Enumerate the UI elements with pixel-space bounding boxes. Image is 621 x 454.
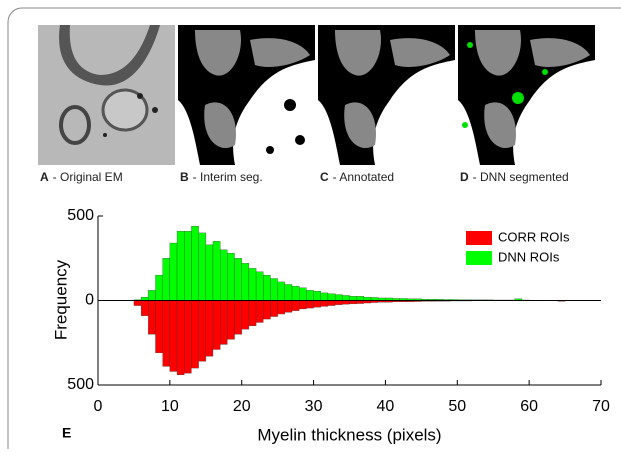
panel-caption-text: - Interim seg. (193, 170, 263, 184)
bar (314, 291, 321, 300)
panel-caption: A - Original EM (40, 170, 123, 184)
bar (141, 301, 148, 316)
bar (163, 301, 170, 367)
bar (242, 263, 249, 300)
bar (342, 295, 349, 300)
bar (342, 301, 349, 305)
bar (177, 301, 184, 375)
bar (278, 282, 285, 301)
image-c (318, 25, 455, 165)
bar (220, 250, 227, 301)
bar (306, 290, 313, 300)
bar (306, 301, 313, 309)
bar (270, 279, 277, 301)
x-tick-label: 50 (448, 398, 466, 415)
bar (249, 301, 256, 326)
panel-caption: C - Annotated (320, 170, 394, 184)
image-a (38, 25, 175, 165)
bar (285, 301, 292, 313)
panel-caption-text: - Annotated (333, 170, 394, 184)
bar (155, 301, 162, 353)
bar (321, 301, 328, 307)
x-tick-label: 70 (592, 398, 610, 415)
legend-label: CORR ROIs (498, 229, 570, 244)
bar (155, 275, 162, 300)
bar (278, 301, 285, 315)
bar (206, 245, 213, 301)
bar (191, 301, 198, 369)
panel-letter: D (460, 170, 469, 184)
y-tick-label: 0 (85, 292, 94, 309)
bar (321, 293, 328, 301)
legend-swatch (466, 251, 492, 265)
panel-letter: A (40, 170, 49, 184)
panel-caption: B - Interim seg. (180, 170, 263, 184)
bar (263, 301, 270, 320)
bar (191, 226, 198, 300)
bar (335, 301, 342, 305)
bar (242, 301, 249, 330)
bar (270, 301, 277, 317)
x-tick-label: 0 (94, 398, 103, 415)
bar (148, 290, 155, 300)
bar (335, 295, 342, 301)
bar (256, 272, 263, 301)
legend-label: DNN ROIs (498, 249, 560, 264)
y-tick-label: 500 (67, 207, 94, 224)
bar (350, 296, 357, 300)
bar (328, 301, 335, 306)
bar (199, 301, 206, 362)
bar (314, 301, 321, 308)
bar (292, 301, 299, 311)
panel-letter: C (320, 170, 329, 184)
bar (220, 301, 227, 345)
image-b (178, 25, 315, 165)
bar (170, 243, 177, 300)
panel-letter: B (180, 170, 189, 184)
x-tick-label: 40 (377, 398, 395, 415)
panel-caption-text: - Original EM (53, 170, 123, 184)
x-tick-label: 20 (233, 398, 251, 415)
bar (177, 231, 184, 300)
bar (227, 253, 234, 300)
bar (227, 301, 234, 340)
bar (249, 268, 256, 300)
bar (163, 258, 170, 300)
panel-caption-text: - DNN segmented (473, 170, 569, 184)
y-tick-label: 500 (67, 376, 94, 393)
bar (328, 294, 335, 301)
bar (235, 301, 242, 335)
bar (285, 284, 292, 300)
bar (141, 297, 148, 300)
panel-label: E (62, 425, 71, 441)
bar (235, 258, 242, 300)
bar (206, 301, 213, 357)
y-axis-label: Frequency (51, 259, 70, 340)
bar (263, 275, 270, 300)
x-tick-label: 10 (161, 398, 179, 415)
bar (199, 233, 206, 301)
bar (134, 301, 141, 306)
bar (299, 301, 306, 309)
x-tick-label: 30 (305, 398, 323, 415)
bar (299, 288, 306, 301)
x-axis-label: Myelin thickness (pixels) (257, 425, 441, 444)
bar (213, 241, 220, 300)
x-tick-label: 60 (520, 398, 538, 415)
legend-swatch (466, 231, 492, 245)
bar (364, 297, 371, 300)
bar (256, 301, 263, 323)
bar (170, 301, 177, 372)
panel-caption: D - DNN segmented (460, 170, 569, 184)
bar (357, 296, 364, 300)
bar (350, 301, 357, 304)
bar (184, 301, 191, 374)
bar (148, 301, 155, 335)
bar (184, 231, 191, 300)
bar (213, 301, 220, 350)
image-d (458, 25, 595, 165)
bar (292, 286, 299, 300)
